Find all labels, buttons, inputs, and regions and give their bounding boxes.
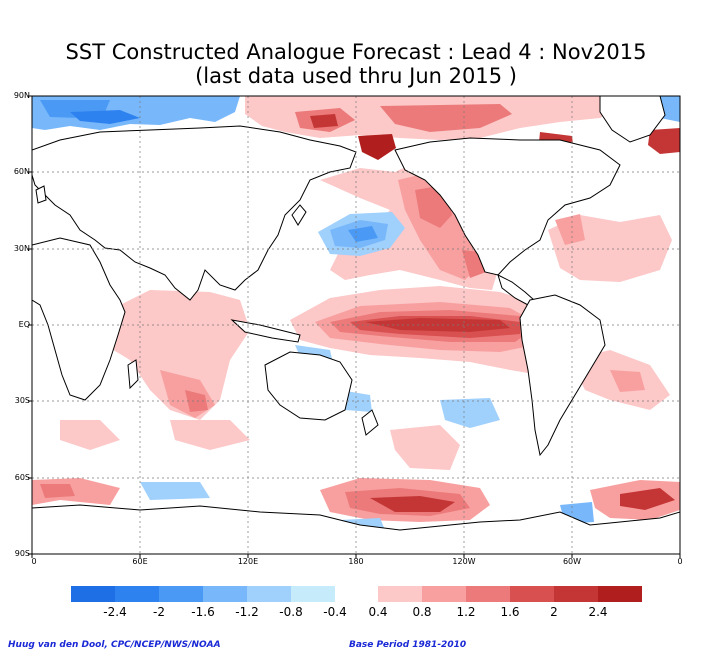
colorbar-label: -1.6 [191,605,215,619]
colorbar-label: 1.2 [456,605,476,619]
anomaly-s-indian-warm2 [170,420,250,450]
landmass-japan [291,204,307,226]
lat-tick-label: 30N [13,244,30,253]
colorbar-segment-negative [203,586,247,602]
anomaly-nw-atlantic-warm [555,214,585,245]
anomaly-bering-warm [358,134,396,160]
anomaly-s-atlantic-warm-mid [610,370,645,392]
colorbar-label: -2.4 [103,605,127,619]
colorbar-negative-segments [71,586,335,602]
lon-tick-label: 180 [348,557,364,566]
colorbar-segment-positive [466,586,510,602]
landmass-new-zealand [361,409,379,436]
landmass-greenland [599,96,666,143]
colorbar-segment-negative [291,586,335,602]
anomaly-indian-warm-core [185,390,208,412]
anomaly-indian-warm [105,290,250,420]
colorbar-label: 1.6 [500,605,520,619]
landmass-south-america [519,294,606,457]
anomaly-arctic-warm-core [310,114,338,128]
colorbar-label: -1.2 [235,605,259,619]
landmass-antarctica [32,504,680,554]
colorbar-segment-positive [510,586,554,602]
anomaly-weddell-warm-core [620,488,675,510]
anomaly-ross-warm-core [370,496,455,512]
colorbar-segment-negative [115,586,159,602]
landmass-africa [32,237,126,401]
lat-tick-label: EQ [18,320,30,329]
landmass-indonesia [230,319,301,343]
colorbar-positive-segments [378,586,642,602]
lon-tick-label: 60W [562,557,582,566]
colorbar-segment-positive [378,586,422,602]
lon-tick-label: 120W [452,557,476,566]
anomaly-so-cold [140,482,210,500]
colorbar-segment-negative [159,586,203,602]
gridlines [32,96,680,554]
lat-tick-label: 90N [13,91,30,100]
lon-tick-label: 0 [31,557,37,566]
anomaly-n-pacific-cold-core [348,226,378,242]
chart-title: SST Constructed Analogue Forecast : Lead… [65,40,647,64]
anomaly-arctic-west-cold-core2 [70,110,140,124]
base-period-text: Base Period 1981-2010 [349,640,467,650]
colorbar-label: -0.8 [279,605,303,619]
continent-outlines [32,96,680,554]
lon-tick-label: 0 [677,557,683,566]
landmass-madagascar [127,359,139,390]
lat-tick-label: 90S [14,549,30,558]
anomaly-greenland-warm [648,128,680,154]
colorbar-segment-negative [71,586,115,602]
anomaly-arctic-warm-mid2 [380,104,512,132]
chart-subtitle: (last data used thru Jun 2015 ) [195,64,517,88]
lat-tick-label: 60N [13,167,30,176]
landmass-uk [35,185,47,204]
anomaly-s-pacific-cold [440,398,500,428]
anomaly-s-indian-warm [60,420,120,450]
colorbar-segment-negative [247,586,291,602]
anomaly-s-pacific-warm [390,425,460,470]
lon-tick-label: 120E [237,557,259,566]
colorbar-label: -0.4 [323,605,347,619]
colorbar-label: 2.4 [588,605,608,619]
colorbar-segment-positive [598,586,642,602]
lon-tick-label: 60E [132,557,148,566]
credit-text: Huug van den Dool, CPC/NCEP/NWS/NOAA [8,640,221,650]
landmass-eurasia [32,125,357,301]
colorbar-label: 0.4 [368,605,388,619]
colorbar-label: 2 [550,605,558,619]
lat-tick-label: 30S [14,396,30,405]
anomaly-so-atlantic-warm-core [40,484,75,498]
lat-tick-label: 60S [14,473,30,482]
colorbar-label: 0.8 [412,605,432,619]
colorbar-segment-positive [554,586,598,602]
colorbar-label: -2 [153,605,165,619]
landmass-australia [264,351,353,421]
colorbar-segment-positive [422,586,466,602]
axis-tick-marks [28,95,681,558]
